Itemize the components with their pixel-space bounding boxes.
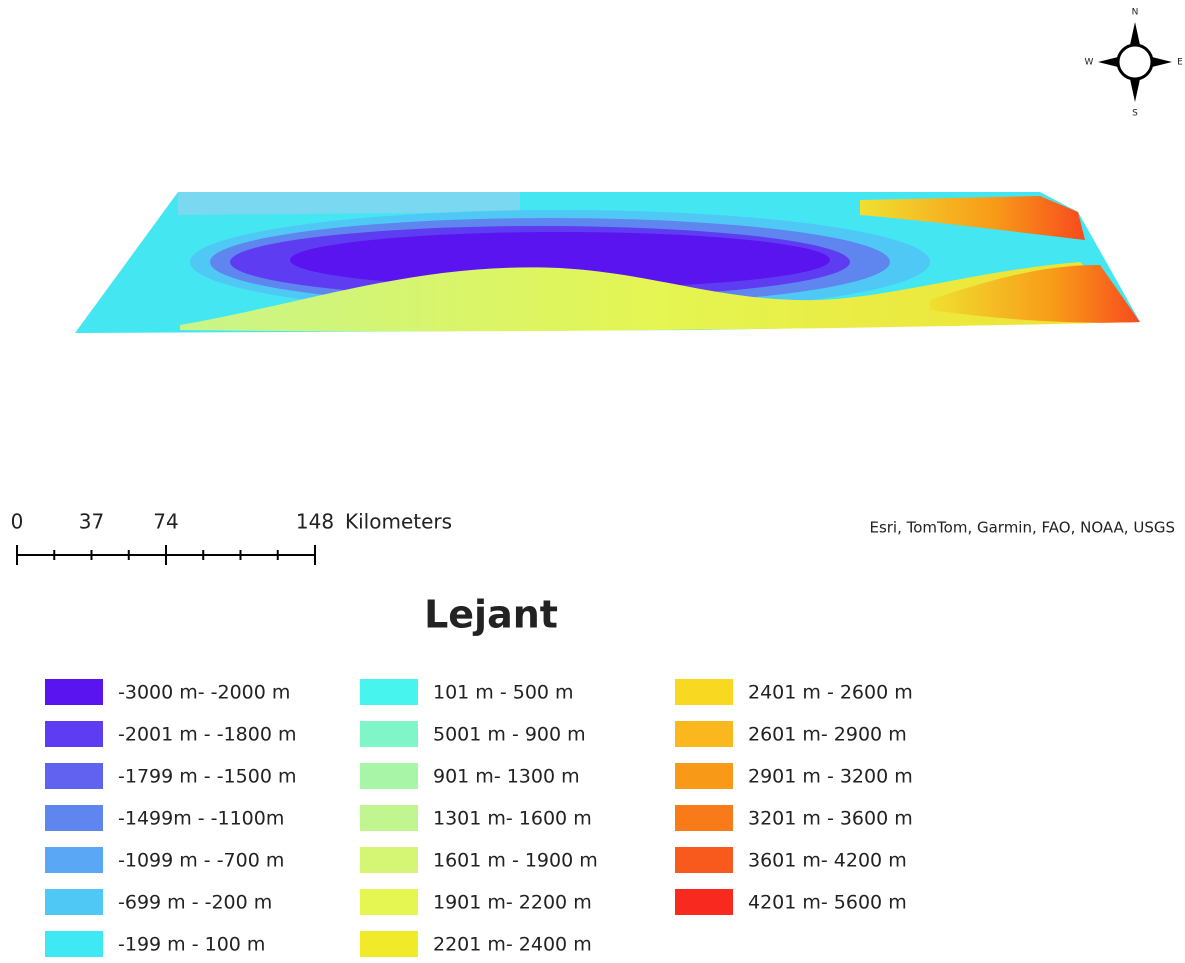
compass-n: N xyxy=(1132,8,1139,18)
legend-label: 2401 m - 2600 m xyxy=(748,682,913,704)
legend-label: 5001 m - 900 m xyxy=(433,724,586,746)
legend-label: -3000 m- -2000 m xyxy=(118,682,290,704)
legend-swatch xyxy=(675,889,733,915)
legend-swatch xyxy=(360,889,418,915)
legend: -3000 m- -2000 m -2001 m - -1800 m -1799 m… xyxy=(45,679,913,957)
legend-swatch xyxy=(360,847,418,873)
legend-swatch xyxy=(360,805,418,831)
legend-label: 101 m - 500 m xyxy=(433,682,574,704)
legend-swatch xyxy=(45,889,103,915)
legend-swatch xyxy=(360,721,418,747)
scale-label: 0 xyxy=(11,510,24,534)
legend-swatch xyxy=(45,721,103,747)
legend-label: 1901 m- 2200 m xyxy=(433,892,592,914)
legend-swatch xyxy=(45,763,103,789)
legend-label: -199 m - 100 m xyxy=(118,934,265,956)
legend-label: 2601 m- 2900 m xyxy=(748,724,907,746)
legend-label: -2001 m - -1800 m xyxy=(118,724,296,746)
legend-swatch xyxy=(360,931,418,957)
legend-label: 1601 m - 1900 m xyxy=(433,850,598,872)
compass-s: S xyxy=(1132,109,1138,119)
compass-e: E xyxy=(1177,58,1183,68)
legend-label: 4201 m- 5600 m xyxy=(748,892,907,914)
scale-label: 37 xyxy=(79,510,104,534)
attribution: Esri, TomTom, Garmin, FAO, NOAA, USGS xyxy=(869,519,1175,537)
terrain xyxy=(75,192,1140,333)
legend-title: Lejant xyxy=(424,593,558,637)
map-layout: N S E W 0 37 74 148 Kilometers Esri, TomTom,… xyxy=(0,0,1185,963)
legend-label: 2901 m - 3200 m xyxy=(748,766,913,788)
scale-label: 74 xyxy=(153,510,178,534)
legend-label: -699 m - -200 m xyxy=(118,892,272,914)
compass: N S E W xyxy=(1085,8,1184,119)
legend-swatch xyxy=(45,805,103,831)
legend-swatch xyxy=(45,931,103,957)
legend-label: -1799 m - -1500 m xyxy=(118,766,296,788)
legend-label: -1099 m - -700 m xyxy=(118,850,284,872)
legend-swatch xyxy=(675,679,733,705)
legend-swatch xyxy=(675,763,733,789)
compass-w: W xyxy=(1085,58,1094,68)
legend-swatch xyxy=(675,847,733,873)
legend-swatch xyxy=(45,679,103,705)
legend-label: -1499m - -1100m xyxy=(118,808,284,830)
legend-swatch xyxy=(675,721,733,747)
legend-swatch xyxy=(360,679,418,705)
legend-label: 901 m- 1300 m xyxy=(433,766,580,788)
legend-label: 3601 m- 4200 m xyxy=(748,850,907,872)
scale-label: 148 xyxy=(296,510,334,534)
scale-unit: Kilometers xyxy=(345,510,452,534)
legend-swatch xyxy=(675,805,733,831)
legend-label: 1301 m- 1600 m xyxy=(433,808,592,830)
scale-bar: 0 37 74 148 Kilometers xyxy=(11,510,452,566)
legend-label: 2201 m- 2400 m xyxy=(433,934,592,956)
legend-swatch xyxy=(360,763,418,789)
legend-swatch xyxy=(45,847,103,873)
legend-label: 3201 m - 3600 m xyxy=(748,808,913,830)
